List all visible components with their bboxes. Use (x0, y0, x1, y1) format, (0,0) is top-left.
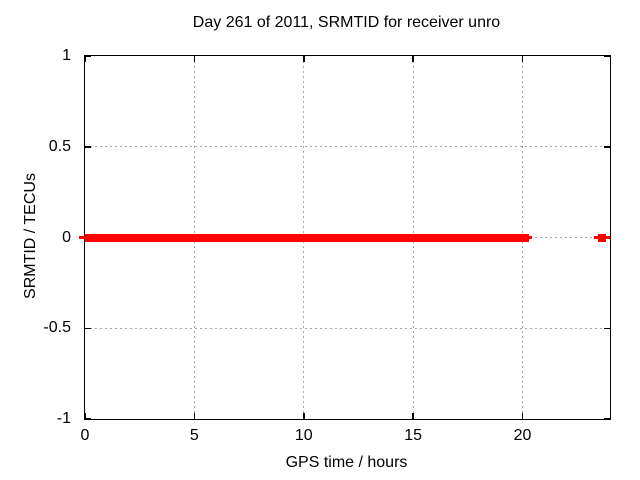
y-tick-label--1: -1 (56, 410, 71, 427)
y-tick-label--0.5: -0.5 (43, 319, 71, 337)
y-tick-right-1 (604, 55, 610, 57)
x-tick-top-15 (412, 56, 414, 62)
x-tick-bottom-10 (303, 413, 305, 419)
x-tick-bottom-5 (193, 413, 196, 419)
y-tick-right--0.5 (604, 327, 610, 329)
gridline-y-0.5 (85, 146, 610, 148)
y-tick-left--0.5 (85, 327, 91, 329)
y-tick-left-0.5 (85, 146, 91, 148)
y-tick-left-1 (85, 55, 91, 57)
data-segment-2 (529, 236, 533, 239)
x-tick-bottom-0 (84, 413, 86, 419)
x-tick-top-20 (521, 56, 524, 62)
x-tick-bottom-20 (521, 413, 524, 419)
x-tick-bottom-15 (412, 413, 414, 419)
x-tick-top-10 (303, 56, 305, 62)
x-axis-label: GPS time / hours (285, 454, 408, 471)
y-tick-label-0.5: 0.5 (48, 137, 71, 155)
gridline-y--0.5 (85, 327, 610, 329)
y-tick-right--1 (604, 418, 610, 420)
y-tick-left--1 (85, 418, 91, 420)
x-tick-label-0: 0 (80, 427, 90, 444)
x-tick-label-20: 20 (513, 427, 532, 444)
y-tick-label-0: 0 (62, 228, 71, 246)
x-tick-top-5 (193, 56, 196, 62)
data-segment-4 (597, 233, 607, 242)
x-tick-top-0 (84, 56, 86, 62)
data-segment-1 (85, 233, 530, 242)
data-segment-0 (79, 236, 85, 239)
y-tick-right-0.5 (604, 146, 610, 148)
chart-title: Day 261 of 2011, SRMTID for receiver unr… (192, 14, 501, 31)
x-tick-label-10: 10 (294, 427, 313, 444)
x-tick-label-5: 5 (189, 427, 199, 444)
y-tick-label-1: 1 (62, 47, 71, 64)
plot-area: 0 5 10 15 20 -1 -0.5 0 0.5 1 (43, 48, 611, 444)
x-tick-label-15: 15 (404, 427, 423, 444)
